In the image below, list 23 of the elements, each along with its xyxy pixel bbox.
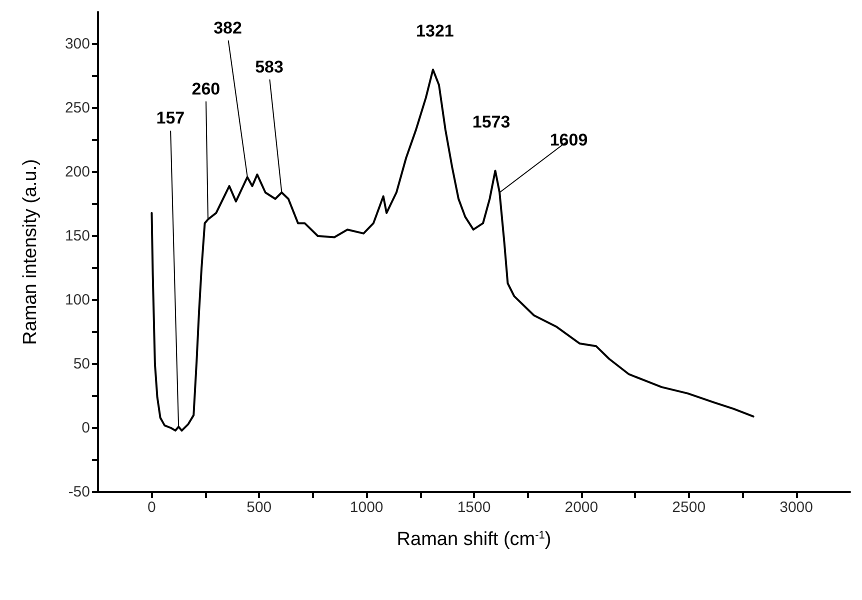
y-tick-label: 300 [64, 36, 90, 52]
x-tick-label: 500 [246, 499, 272, 516]
x-tick-label: 3000 [780, 499, 813, 516]
y-tick-label: 50 [73, 356, 90, 372]
y-tick-label: 200 [64, 164, 90, 180]
x-tick-label: 1000 [350, 499, 384, 516]
annotation: 1321 [416, 22, 454, 41]
y-tick-label: 250 [64, 100, 90, 116]
x-tick-label: 1500 [457, 499, 491, 516]
x-tick-label: 2000 [564, 499, 598, 516]
annotation: 260 [192, 79, 220, 98]
annotation: 382 [214, 18, 242, 38]
y-tick-label: 0 [82, 420, 90, 436]
y-tick-label: 150 [64, 228, 90, 244]
y-tick-label: -50 [68, 484, 90, 500]
annotation: 1573 [472, 112, 510, 132]
y-axis-title: Raman intensity (a.u.) [20, 159, 41, 345]
annotation: 157 [156, 108, 185, 128]
y-tick-label: 100 [64, 292, 90, 308]
x-tick-label: 2500 [672, 499, 706, 516]
annotation: 1609 [550, 130, 588, 150]
annotation: 583 [255, 58, 284, 76]
x-tick-label: 0 [148, 499, 156, 516]
